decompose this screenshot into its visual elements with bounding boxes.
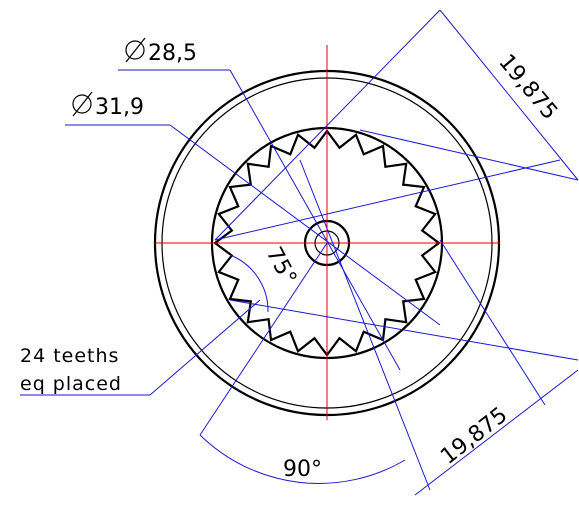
angle-label: 75°	[261, 243, 301, 289]
dimension-label: 19,875	[436, 403, 512, 470]
ext-line	[300, 160, 430, 490]
diameter-label: 28,5	[148, 41, 197, 66]
dim-line	[215, 160, 560, 240]
leader	[150, 300, 260, 395]
geometry	[155, 45, 500, 420]
angle-label: 90°	[283, 457, 322, 482]
note: 24 teeths	[20, 345, 119, 367]
dim-line	[440, 10, 578, 180]
drawing: 28,5 31,9 19,875 19,875 75° 90° 24 teeth…	[0, 0, 579, 521]
ext-line	[440, 240, 545, 405]
ext-line	[360, 130, 578, 180]
dimension-label: 19,875	[493, 50, 562, 125]
note: eq placed	[20, 373, 122, 395]
labels: 28,5 31,9 19,875 19,875 75° 90° 24 teeth…	[20, 41, 562, 482]
diameter-label: 31,9	[95, 95, 144, 120]
